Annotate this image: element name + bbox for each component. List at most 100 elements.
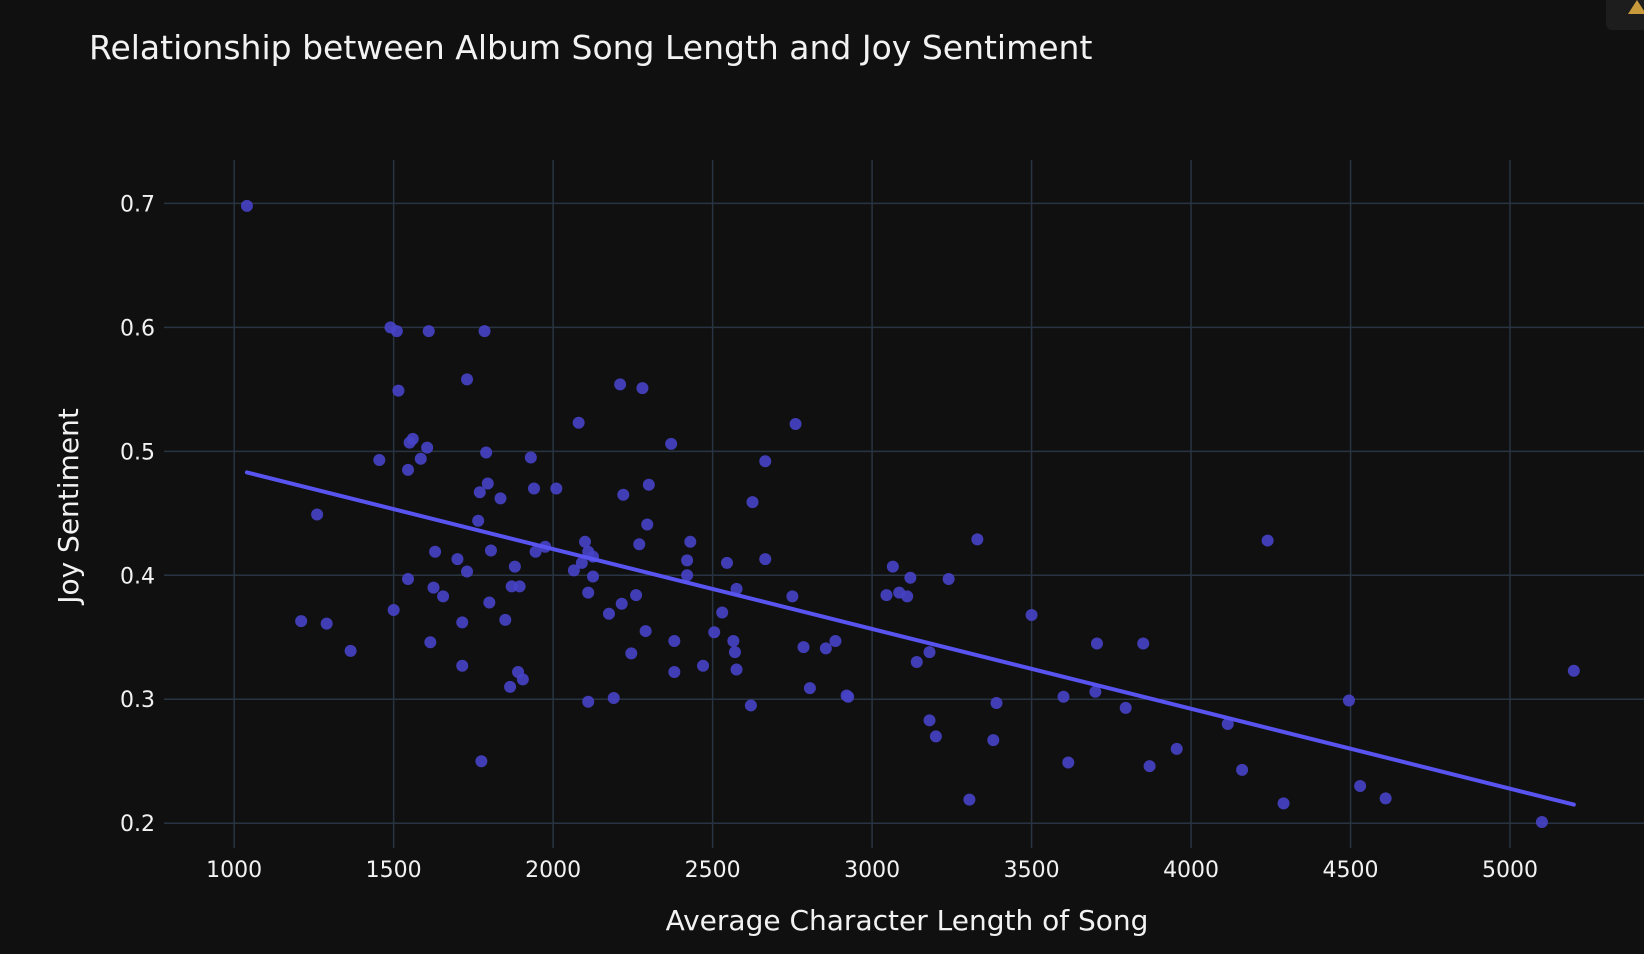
data-point: [923, 714, 936, 727]
data-point: [789, 418, 802, 431]
y-tick-label: 0.7: [120, 192, 155, 217]
data-point: [617, 488, 630, 501]
data-point: [437, 590, 450, 603]
data-point: [727, 634, 740, 647]
data-point: [499, 613, 512, 626]
data-point: [641, 518, 654, 531]
x-tick-label: 1000: [206, 858, 262, 883]
data-point: [728, 646, 741, 659]
data-point: [901, 590, 914, 603]
data-point: [744, 699, 757, 712]
data-point: [716, 606, 729, 619]
data-point: [681, 554, 694, 567]
x-tick-label: 2000: [525, 858, 581, 883]
data-point: [421, 441, 434, 454]
x-tick-label: 4500: [1323, 858, 1379, 883]
chart-title: Relationship between Album Song Length a…: [89, 28, 1092, 67]
data-point: [1137, 637, 1150, 650]
data-point: [797, 641, 810, 654]
data-point: [402, 572, 415, 585]
data-point: [472, 514, 485, 527]
y-tick-label: 0.3: [120, 688, 155, 713]
data-point: [607, 692, 620, 705]
data-point: [1354, 780, 1367, 793]
data-point: [1261, 534, 1274, 547]
x-tick-label: 4000: [1163, 858, 1219, 883]
data-point: [529, 545, 542, 558]
data-point: [451, 553, 464, 566]
data-point: [1236, 763, 1249, 776]
data-point: [904, 571, 917, 584]
data-point: [483, 596, 496, 609]
x-axis-ticks: 1000 1500 2000 2500 3000 3500 4000 4500 5000: [206, 858, 1538, 883]
data-point: [602, 607, 615, 620]
data-point: [625, 647, 638, 660]
data-point: [240, 199, 253, 212]
data-point: [929, 730, 942, 743]
data-point: [513, 580, 526, 593]
data-point: [708, 626, 721, 639]
data-point: [1277, 797, 1290, 810]
data-point: [550, 482, 563, 495]
data-point: [990, 696, 1003, 709]
data-point: [480, 446, 493, 459]
x-tick-label: 5000: [1482, 858, 1538, 883]
y-tick-label: 0.4: [120, 564, 155, 589]
data-point: [582, 695, 595, 708]
data-point: [475, 755, 488, 768]
data-point: [630, 589, 643, 602]
data-point: [786, 590, 799, 603]
data-point: [803, 682, 816, 695]
data-point: [587, 570, 600, 583]
data-point: [422, 325, 435, 338]
data-point: [456, 616, 469, 629]
x-tick-label: 3500: [1004, 858, 1060, 883]
data-point: [481, 477, 494, 490]
x-tick-label: 2500: [685, 858, 741, 883]
data-point: [524, 451, 537, 464]
data-point: [842, 690, 855, 703]
x-tick-label: 3000: [844, 858, 900, 883]
data-point: [614, 378, 627, 391]
data-point: [373, 453, 386, 466]
data-point: [1089, 685, 1102, 698]
data-point: [473, 486, 486, 499]
data-point: [461, 373, 474, 386]
data-point: [575, 556, 588, 569]
data-points: [240, 199, 1580, 828]
data-point: [311, 508, 324, 521]
y-tick-label: 0.2: [120, 812, 155, 837]
data-point: [579, 535, 592, 548]
data-point: [639, 625, 652, 638]
data-point: [681, 569, 694, 582]
warning-icon[interactable]: [1606, 0, 1644, 30]
data-point: [582, 586, 595, 599]
trendline: [244, 470, 1576, 807]
data-point: [402, 463, 415, 476]
data-point: [429, 545, 442, 558]
data-point: [759, 455, 772, 468]
data-point: [668, 665, 681, 678]
data-point: [1535, 815, 1548, 828]
data-point: [528, 482, 540, 495]
data-point: [461, 565, 474, 578]
data-point: [390, 325, 403, 338]
data-point: [971, 533, 984, 546]
data-point: [406, 432, 419, 445]
data-point: [987, 734, 1000, 747]
data-point: [572, 416, 585, 429]
data-point: [1057, 690, 1070, 703]
data-point: [684, 535, 697, 548]
data-point: [414, 452, 427, 465]
data-point: [567, 564, 580, 577]
data-point: [295, 615, 308, 628]
data-point: [1567, 664, 1580, 677]
data-point: [478, 325, 491, 338]
data-point: [484, 544, 497, 557]
y-tick-label: 0.5: [120, 440, 155, 465]
data-point: [819, 642, 832, 655]
x-tick-label: 1500: [366, 858, 422, 883]
data-point: [910, 656, 923, 669]
data-point: [424, 636, 437, 649]
